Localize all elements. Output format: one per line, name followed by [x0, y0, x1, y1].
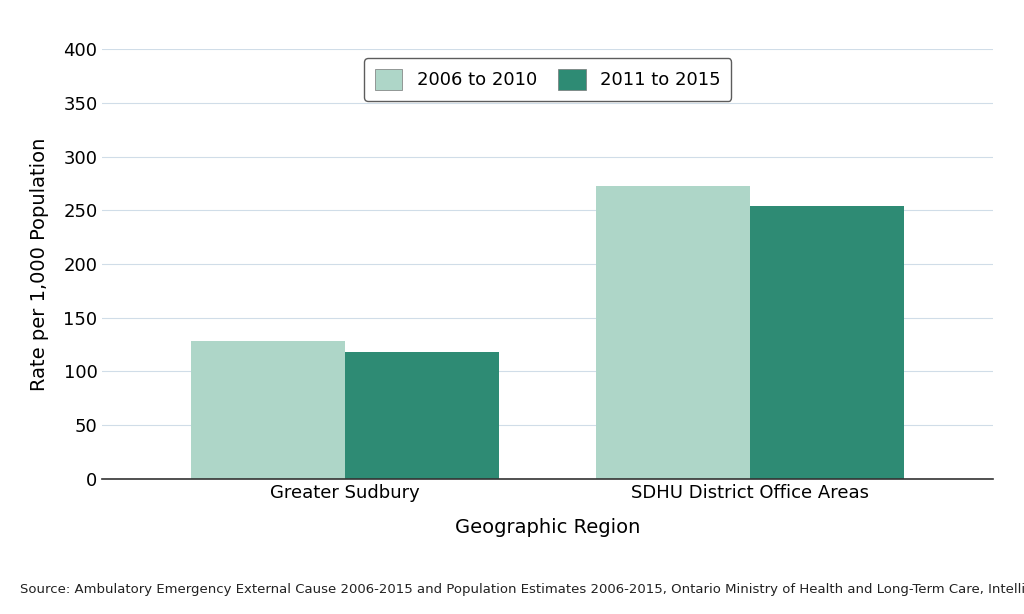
Y-axis label: Rate per 1,000 Population: Rate per 1,000 Population: [31, 138, 49, 391]
Bar: [596, 185, 751, 479]
X-axis label: Geographic Region: Geographic Region: [455, 518, 641, 537]
Bar: [345, 352, 500, 479]
Bar: [191, 341, 345, 479]
Bar: [751, 206, 904, 479]
Legend: 2006 to 2010, 2011 to 2015: 2006 to 2010, 2011 to 2015: [365, 58, 731, 101]
Text: Source: Ambulatory Emergency External Cause 2006-2015 and Population Estimates 2: Source: Ambulatory Emergency External Ca…: [20, 583, 1024, 596]
